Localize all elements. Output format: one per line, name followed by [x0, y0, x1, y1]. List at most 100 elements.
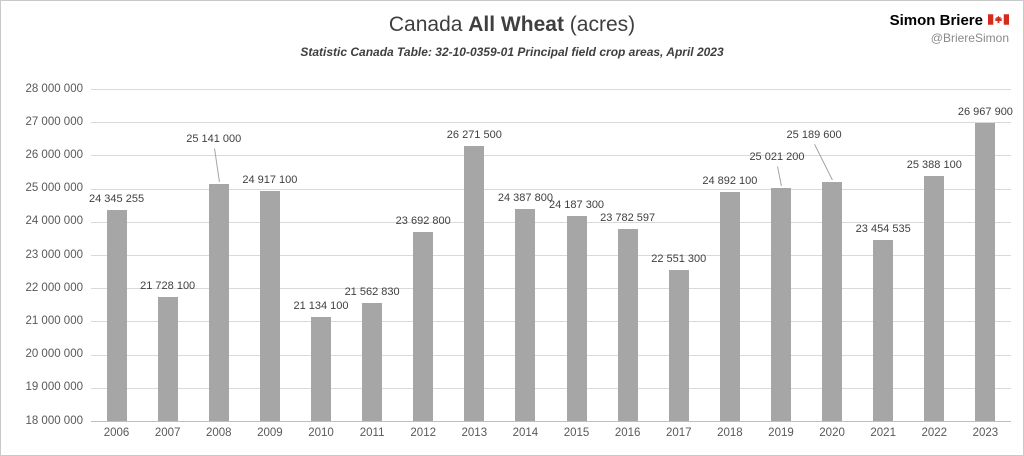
- x-axis-tick-label: 2018: [717, 427, 743, 439]
- bar: [464, 146, 485, 421]
- bar-group: 21 728 100: [140, 89, 196, 421]
- leader-line: [776, 165, 782, 187]
- bar: [310, 316, 331, 421]
- bar-value-label: 24 345 255: [89, 193, 145, 206]
- y-axis-tick-label: 27 000 000: [25, 115, 83, 128]
- bar-value-label: 25 141 000: [186, 132, 242, 145]
- bar: [259, 191, 280, 421]
- chart-title: Canada All Wheat (acres): [1, 13, 1023, 37]
- x-axis-tick-label: 2019: [768, 427, 794, 439]
- bar: [822, 182, 843, 421]
- bar-group: 24 917 100: [242, 89, 298, 421]
- bar-group: 26 967 900: [957, 89, 1013, 421]
- bar-value-label: 21 134 100: [293, 299, 349, 312]
- bar-group: 25 021 200: [749, 89, 806, 421]
- y-axis-tick-label: 24 000 000: [25, 215, 83, 228]
- y-axis-tick-label: 25 000 000: [25, 182, 83, 195]
- gridline: [91, 288, 1011, 290]
- bar-group: 21 134 100: [293, 89, 349, 421]
- bar-group: 24 892 100: [702, 89, 758, 421]
- y-axis-tick-label: 21 000 000: [25, 314, 83, 327]
- gridline: [91, 387, 1011, 389]
- bar-group: 24 387 800: [497, 89, 553, 421]
- bar-value-label: 24 917 100: [242, 174, 298, 187]
- gridline: [91, 155, 1011, 157]
- x-axis-tick-label: 2020: [819, 427, 845, 439]
- y-axis-tick-label: 22 000 000: [25, 281, 83, 294]
- bar: [413, 232, 434, 421]
- plot-area: 24 345 255 21 728 100 25 141 000 24 917 100…: [89, 89, 1013, 422]
- bar: [873, 239, 894, 421]
- brand-handle: @BriereSimon: [930, 31, 1009, 45]
- x-axis-tick-label: 2015: [563, 427, 590, 439]
- brand-name: Simon Briere: [889, 11, 983, 29]
- chart-area: 28 000 000 27 000 000 26 000 000 25 000 000…: [11, 83, 1013, 440]
- bar-group: 25 388 100: [906, 89, 962, 421]
- y-axis-tick-label: 26 000 000: [25, 148, 83, 161]
- x-axis-tick-label: 2006: [103, 427, 130, 439]
- bar: [770, 187, 791, 421]
- bar-value-label: 21 728 100: [140, 280, 196, 293]
- x-axis-tick-label: 2009: [257, 427, 283, 439]
- x-axis-tick-label: 2012: [410, 427, 436, 439]
- x-axis-tick-label: 2021: [870, 427, 896, 439]
- bar: [566, 215, 587, 421]
- bar: [668, 269, 689, 421]
- bar-group: 25 189 600: [787, 89, 858, 421]
- bar-group: 22 551 300: [651, 89, 707, 421]
- leader-line: [213, 147, 220, 182]
- gridline: [91, 321, 1011, 323]
- bar-value-label: 25 189 600: [786, 129, 842, 142]
- gridline: [91, 354, 1011, 356]
- x-axis-tick-label: 2017: [665, 427, 692, 439]
- chart-title-bold: All Wheat: [468, 13, 564, 36]
- x-axis-line: [91, 421, 1011, 422]
- bar-value-label: 21 562 830: [344, 285, 400, 298]
- bar: [362, 302, 383, 421]
- y-axis-tick-label: 18 000 000: [25, 414, 83, 427]
- chart-title-suffix: (acres): [563, 13, 636, 36]
- bar-group: 23 692 800: [396, 89, 451, 421]
- canada-flag-icon: [988, 11, 1009, 31]
- x-axis-tick-label: 2022: [921, 427, 948, 439]
- bar: [924, 175, 945, 421]
- bar-group: 24 187 300: [549, 89, 604, 421]
- x-axis-tick-label: 2011: [359, 427, 385, 439]
- bar: [617, 229, 638, 421]
- x-axis-tick-label: 2007: [154, 427, 181, 439]
- x-axis: 2006 2007 2008 2009 2010 2011 2012 2013 2014 2015…: [91, 427, 1011, 439]
- bar: [975, 123, 996, 421]
- bar-value-label: 23 782 597: [600, 212, 656, 225]
- bar: [515, 208, 536, 421]
- y-axis: 28 000 000 27 000 000 26 000 000 25 000 000…: [11, 83, 91, 427]
- x-axis-tick-label: 2023: [972, 427, 999, 439]
- bar-value-label: 25 021 200: [749, 150, 805, 163]
- x-axis-tick-label: 2013: [461, 427, 488, 439]
- brand-block: Simon Briere @BriereSimon: [890, 11, 1009, 46]
- gridline: [91, 188, 1011, 190]
- leader-line: [814, 144, 834, 181]
- bar-value-label: 26 271 500: [446, 129, 502, 142]
- chart-subtitle: Statistic Canada Table: 32-10-0359-01 Pr…: [300, 45, 724, 59]
- bar-group: 26 271 500: [446, 89, 502, 421]
- y-axis-tick-label: 28 000 000: [25, 82, 83, 95]
- gridline: [91, 122, 1011, 124]
- bar-group: 21 562 830: [344, 89, 400, 421]
- bar-group: 24 345 255: [89, 89, 145, 421]
- bar: [208, 183, 229, 421]
- y-axis-tick-label: 20 000 000: [25, 348, 83, 361]
- bar-value-label: 24 387 800: [497, 191, 553, 204]
- bar-value-label: 26 967 900: [957, 106, 1013, 119]
- x-axis-tick-label: 2008: [205, 427, 232, 439]
- bar-value-label: 25 388 100: [906, 158, 962, 171]
- y-axis-tick-label: 19 000 000: [25, 381, 83, 394]
- bar-value-label: 24 892 100: [702, 175, 758, 188]
- gridline: [91, 89, 1011, 90]
- bar: [719, 192, 740, 421]
- bar: [106, 210, 127, 421]
- bar-group: 23 454 535: [855, 89, 911, 421]
- bar-group: 25 141 000: [186, 89, 244, 421]
- bar-value-label: 23 454 535: [855, 222, 911, 235]
- bar-value-label: 22 551 300: [651, 252, 707, 265]
